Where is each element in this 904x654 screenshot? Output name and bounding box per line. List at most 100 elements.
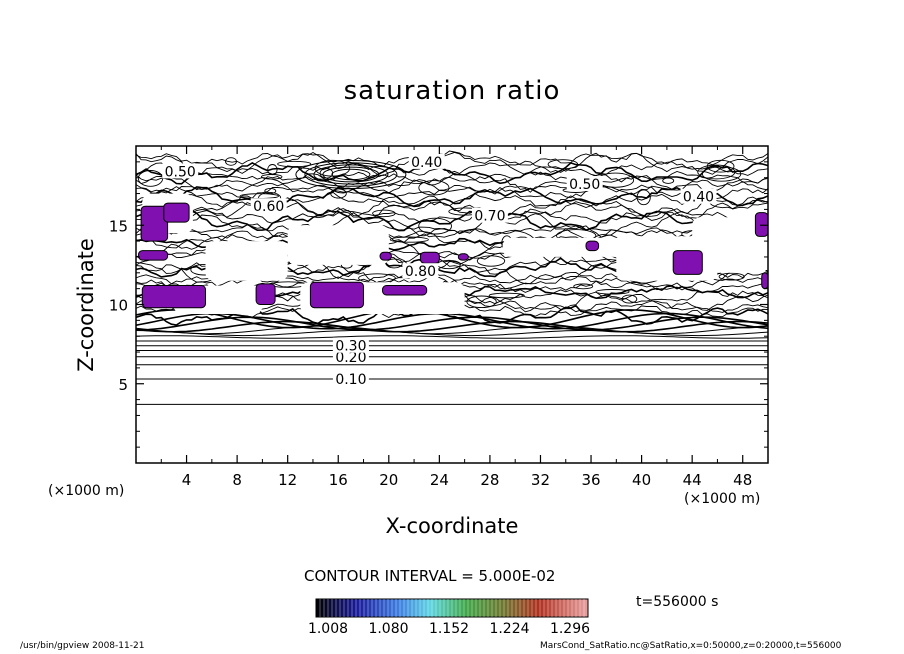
x-tick-label: 32 bbox=[531, 471, 550, 489]
contour-loop bbox=[331, 168, 371, 181]
contour-loop bbox=[436, 259, 461, 270]
contour-loop bbox=[304, 162, 398, 187]
contour-loop bbox=[621, 294, 638, 304]
x-tick-label: 12 bbox=[278, 471, 297, 489]
contour-loop bbox=[418, 180, 450, 196]
contour-loop bbox=[466, 295, 497, 309]
contour-label: 0.10 bbox=[335, 372, 366, 388]
contour-label: 0.50 bbox=[569, 177, 600, 193]
x-tick-label: 28 bbox=[480, 471, 499, 489]
contour-line bbox=[136, 208, 768, 224]
contour-label-bg bbox=[680, 188, 717, 204]
contour-line bbox=[136, 209, 768, 232]
supersaturated-region bbox=[379, 251, 392, 261]
contour-interval-label: CONTOUR INTERVAL = 5.000E-02 bbox=[304, 567, 556, 585]
supersaturated-region bbox=[138, 250, 169, 261]
contour-loop bbox=[277, 160, 312, 168]
contour-line bbox=[136, 186, 768, 208]
contour-line bbox=[136, 316, 768, 331]
contour-line bbox=[136, 161, 768, 185]
contour-loop bbox=[389, 236, 429, 243]
contour-label-bg bbox=[408, 153, 445, 169]
contour-loop bbox=[418, 217, 452, 235]
x-tick-label: 48 bbox=[733, 471, 752, 489]
supersaturated-region bbox=[382, 285, 428, 296]
contour-loop bbox=[319, 168, 334, 179]
contour-loop bbox=[701, 166, 742, 182]
colorbar bbox=[315, 598, 589, 618]
contour-loop bbox=[372, 209, 396, 218]
contour-loop bbox=[718, 272, 745, 281]
contour-line bbox=[136, 160, 768, 177]
contour-loop bbox=[322, 166, 380, 183]
footer-command: /usr/bin/gpview 2008-11-21 bbox=[20, 641, 145, 651]
contour-line bbox=[136, 330, 768, 337]
x-tick-label: 44 bbox=[683, 471, 702, 489]
supersaturated-region bbox=[585, 240, 600, 252]
supersaturated-region bbox=[672, 250, 703, 275]
y-tick-label: 5 bbox=[118, 376, 128, 394]
contour-line bbox=[136, 320, 768, 333]
blank-region bbox=[692, 217, 768, 273]
time-label: t=556000 s bbox=[636, 594, 719, 610]
contour-line bbox=[136, 184, 768, 200]
contour-loop bbox=[488, 292, 525, 299]
contour-label: 0.50 bbox=[165, 164, 196, 180]
contour-loop bbox=[697, 164, 736, 180]
supersaturated-region bbox=[754, 212, 768, 237]
x-tick-label: 24 bbox=[430, 471, 449, 489]
contour-loop bbox=[636, 189, 651, 206]
contour-label: 0.40 bbox=[411, 155, 442, 171]
x-tick-label: 36 bbox=[581, 471, 600, 489]
contour-label: 0.30 bbox=[335, 339, 366, 355]
contour-label: 0.20 bbox=[335, 350, 366, 366]
contour-line bbox=[136, 212, 768, 238]
blank-region bbox=[205, 241, 288, 281]
contour-label: 0.40 bbox=[683, 190, 714, 206]
contour-loop bbox=[260, 174, 283, 180]
contour-loop bbox=[662, 177, 675, 184]
x-tick-label: 8 bbox=[232, 471, 242, 489]
supersaturated-region bbox=[255, 283, 276, 305]
chart-title: saturation ratio bbox=[343, 76, 561, 106]
contour-line bbox=[136, 179, 768, 196]
x-axis-label: X-coordinate bbox=[0, 514, 904, 538]
colorbar-tick-label: 1.296 bbox=[549, 621, 591, 637]
x-axis-label-text: X-coordinate bbox=[385, 514, 519, 538]
y-tick-label: 10 bbox=[109, 297, 128, 315]
contour-loop bbox=[267, 164, 278, 176]
supersaturated-region bbox=[761, 272, 768, 290]
colorbar-tick-label: 1.152 bbox=[428, 621, 470, 637]
supersaturated-region bbox=[163, 202, 190, 223]
colorbar-tick-label: 1.224 bbox=[489, 621, 530, 637]
x-tick-label: 16 bbox=[329, 471, 348, 489]
contour-loop bbox=[573, 283, 594, 290]
blank-region bbox=[287, 225, 389, 265]
contour-label: 0.70 bbox=[474, 209, 505, 225]
contour-loop bbox=[547, 159, 579, 170]
colorbar-tick-label: 1.008 bbox=[307, 621, 349, 637]
supersaturated-region bbox=[457, 253, 469, 261]
contour-loop bbox=[358, 273, 396, 284]
contour-label: 0.60 bbox=[253, 199, 284, 215]
colorbar-tick-label: 1.080 bbox=[368, 621, 409, 637]
contour-line bbox=[136, 226, 768, 244]
contour-loop bbox=[264, 187, 277, 195]
contour-label: 0.80 bbox=[405, 264, 436, 280]
contour-loop bbox=[595, 289, 630, 295]
x-tick-label: 40 bbox=[632, 471, 651, 489]
contour-loop bbox=[385, 258, 403, 269]
contour-label-bg bbox=[162, 163, 199, 179]
blank-region bbox=[502, 237, 642, 257]
contour-loop bbox=[295, 160, 407, 189]
x-unit-label-right: (×1000 m) bbox=[684, 491, 761, 507]
contour-label-bg bbox=[402, 263, 439, 279]
contour-label-bg bbox=[471, 207, 508, 223]
contour-label-bg bbox=[250, 198, 287, 214]
contour-label-bg bbox=[332, 337, 369, 353]
contour-loop bbox=[330, 188, 347, 199]
contour-label-bg bbox=[332, 371, 369, 386]
supersaturated-region bbox=[309, 281, 364, 309]
contour-loop bbox=[313, 164, 389, 185]
